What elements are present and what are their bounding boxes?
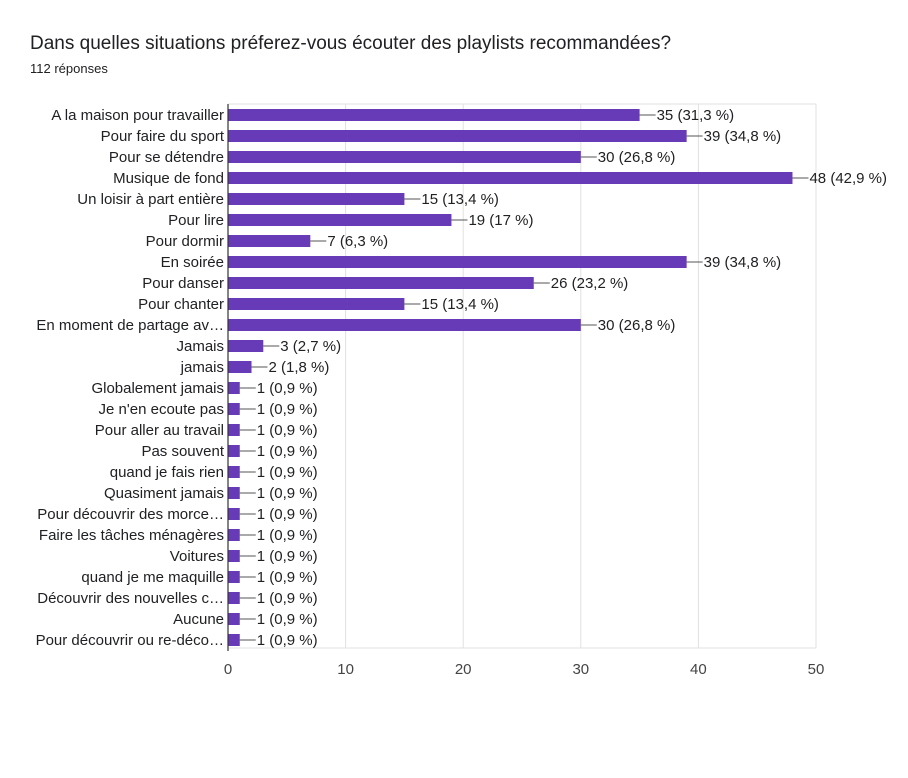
x-tick-label: 20 <box>455 661 472 678</box>
bar <box>228 235 311 247</box>
category-label: Jamais <box>176 338 224 355</box>
data-label: 2 (1,8 %) <box>269 359 330 376</box>
data-label: 15 (13,4 %) <box>421 296 499 313</box>
category-label: quand je fais rien <box>110 464 224 481</box>
bar <box>228 256 687 268</box>
data-label: 1 (0,9 %) <box>257 611 318 628</box>
bar <box>228 298 405 310</box>
data-label: 1 (0,9 %) <box>257 464 318 481</box>
category-label: jamais <box>180 359 224 376</box>
bar <box>228 571 240 583</box>
category-label: Pour dormir <box>146 233 224 250</box>
category-label: Aucune <box>173 611 224 628</box>
bar <box>228 151 581 163</box>
data-label: 19 (17 %) <box>468 212 533 229</box>
category-label: En moment de partage av… <box>36 317 224 334</box>
category-label: Pour aller au travail <box>95 422 224 439</box>
data-label: 35 (31,3 %) <box>657 107 735 124</box>
bar <box>228 529 240 541</box>
bar <box>228 550 240 562</box>
bar <box>228 109 640 121</box>
bar <box>228 487 240 499</box>
category-label: Faire les tâches ménagères <box>39 527 224 544</box>
bar <box>228 340 264 352</box>
category-label: A la maison pour travailler <box>51 107 224 124</box>
category-label: Voitures <box>170 548 224 565</box>
category-label: Je n'en ecoute pas <box>99 401 224 418</box>
category-label: Pour lire <box>168 212 224 229</box>
bar <box>228 193 405 205</box>
data-label: 39 (34,8 %) <box>704 254 782 271</box>
x-tick-label: 40 <box>690 661 707 678</box>
data-label: 1 (0,9 %) <box>257 401 318 418</box>
category-label: Découvrir des nouvelles c… <box>37 590 224 607</box>
category-label: Pour chanter <box>138 296 224 313</box>
data-label: 1 (0,9 %) <box>257 506 318 523</box>
bar <box>228 403 240 415</box>
data-label: 7 (6,3 %) <box>327 233 388 250</box>
bar <box>228 172 793 184</box>
bar <box>228 613 240 625</box>
category-label: Pour faire du sport <box>101 128 225 145</box>
category-label: quand je me maquille <box>81 569 224 586</box>
bar <box>228 277 534 289</box>
category-label: Quasiment jamais <box>104 485 224 502</box>
bar <box>228 214 452 226</box>
x-tick-label: 30 <box>572 661 589 678</box>
response-count: 112 réponses <box>30 61 108 76</box>
category-label: En soirée <box>161 254 224 271</box>
bar <box>228 319 581 331</box>
category-label: Globalement jamais <box>91 380 224 397</box>
category-label: Pour danser <box>142 275 224 292</box>
bar <box>228 508 240 520</box>
bar <box>228 445 240 457</box>
category-label: Musique de fond <box>113 170 224 187</box>
data-label: 39 (34,8 %) <box>704 128 782 145</box>
data-label: 30 (26,8 %) <box>598 149 676 166</box>
bar <box>228 424 240 436</box>
bar <box>228 592 240 604</box>
category-label: Pour découvrir ou re-déco… <box>36 632 224 649</box>
x-tick-label: 10 <box>337 661 354 678</box>
bar <box>228 382 240 394</box>
x-tick-label: 50 <box>808 661 825 678</box>
data-label: 1 (0,9 %) <box>257 380 318 397</box>
bar <box>228 361 252 373</box>
data-label: 1 (0,9 %) <box>257 632 318 649</box>
data-label: 1 (0,9 %) <box>257 443 318 460</box>
data-label: 3 (2,7 %) <box>280 338 341 355</box>
category-label: Pour découvrir des morce… <box>37 506 224 523</box>
data-label: 1 (0,9 %) <box>257 485 318 502</box>
data-label: 48 (42,9 %) <box>809 170 887 187</box>
data-label: 15 (13,4 %) <box>421 191 499 208</box>
data-label: 1 (0,9 %) <box>257 590 318 607</box>
chart-title: Dans quelles situations préferez-vous éc… <box>30 33 672 54</box>
data-label: 26 (23,2 %) <box>551 275 629 292</box>
category-label: Pour se détendre <box>109 149 224 166</box>
bar <box>228 466 240 478</box>
bar <box>228 634 240 646</box>
data-label: 1 (0,9 %) <box>257 569 318 586</box>
data-label: 1 (0,9 %) <box>257 527 318 544</box>
data-label: 30 (26,8 %) <box>598 317 676 334</box>
x-tick-label: 0 <box>224 661 232 678</box>
data-label: 1 (0,9 %) <box>257 422 318 439</box>
category-label: Un loisir à part entière <box>77 191 224 208</box>
category-label: Pas souvent <box>141 443 224 460</box>
data-label: 1 (0,9 %) <box>257 548 318 565</box>
bar <box>228 130 687 142</box>
